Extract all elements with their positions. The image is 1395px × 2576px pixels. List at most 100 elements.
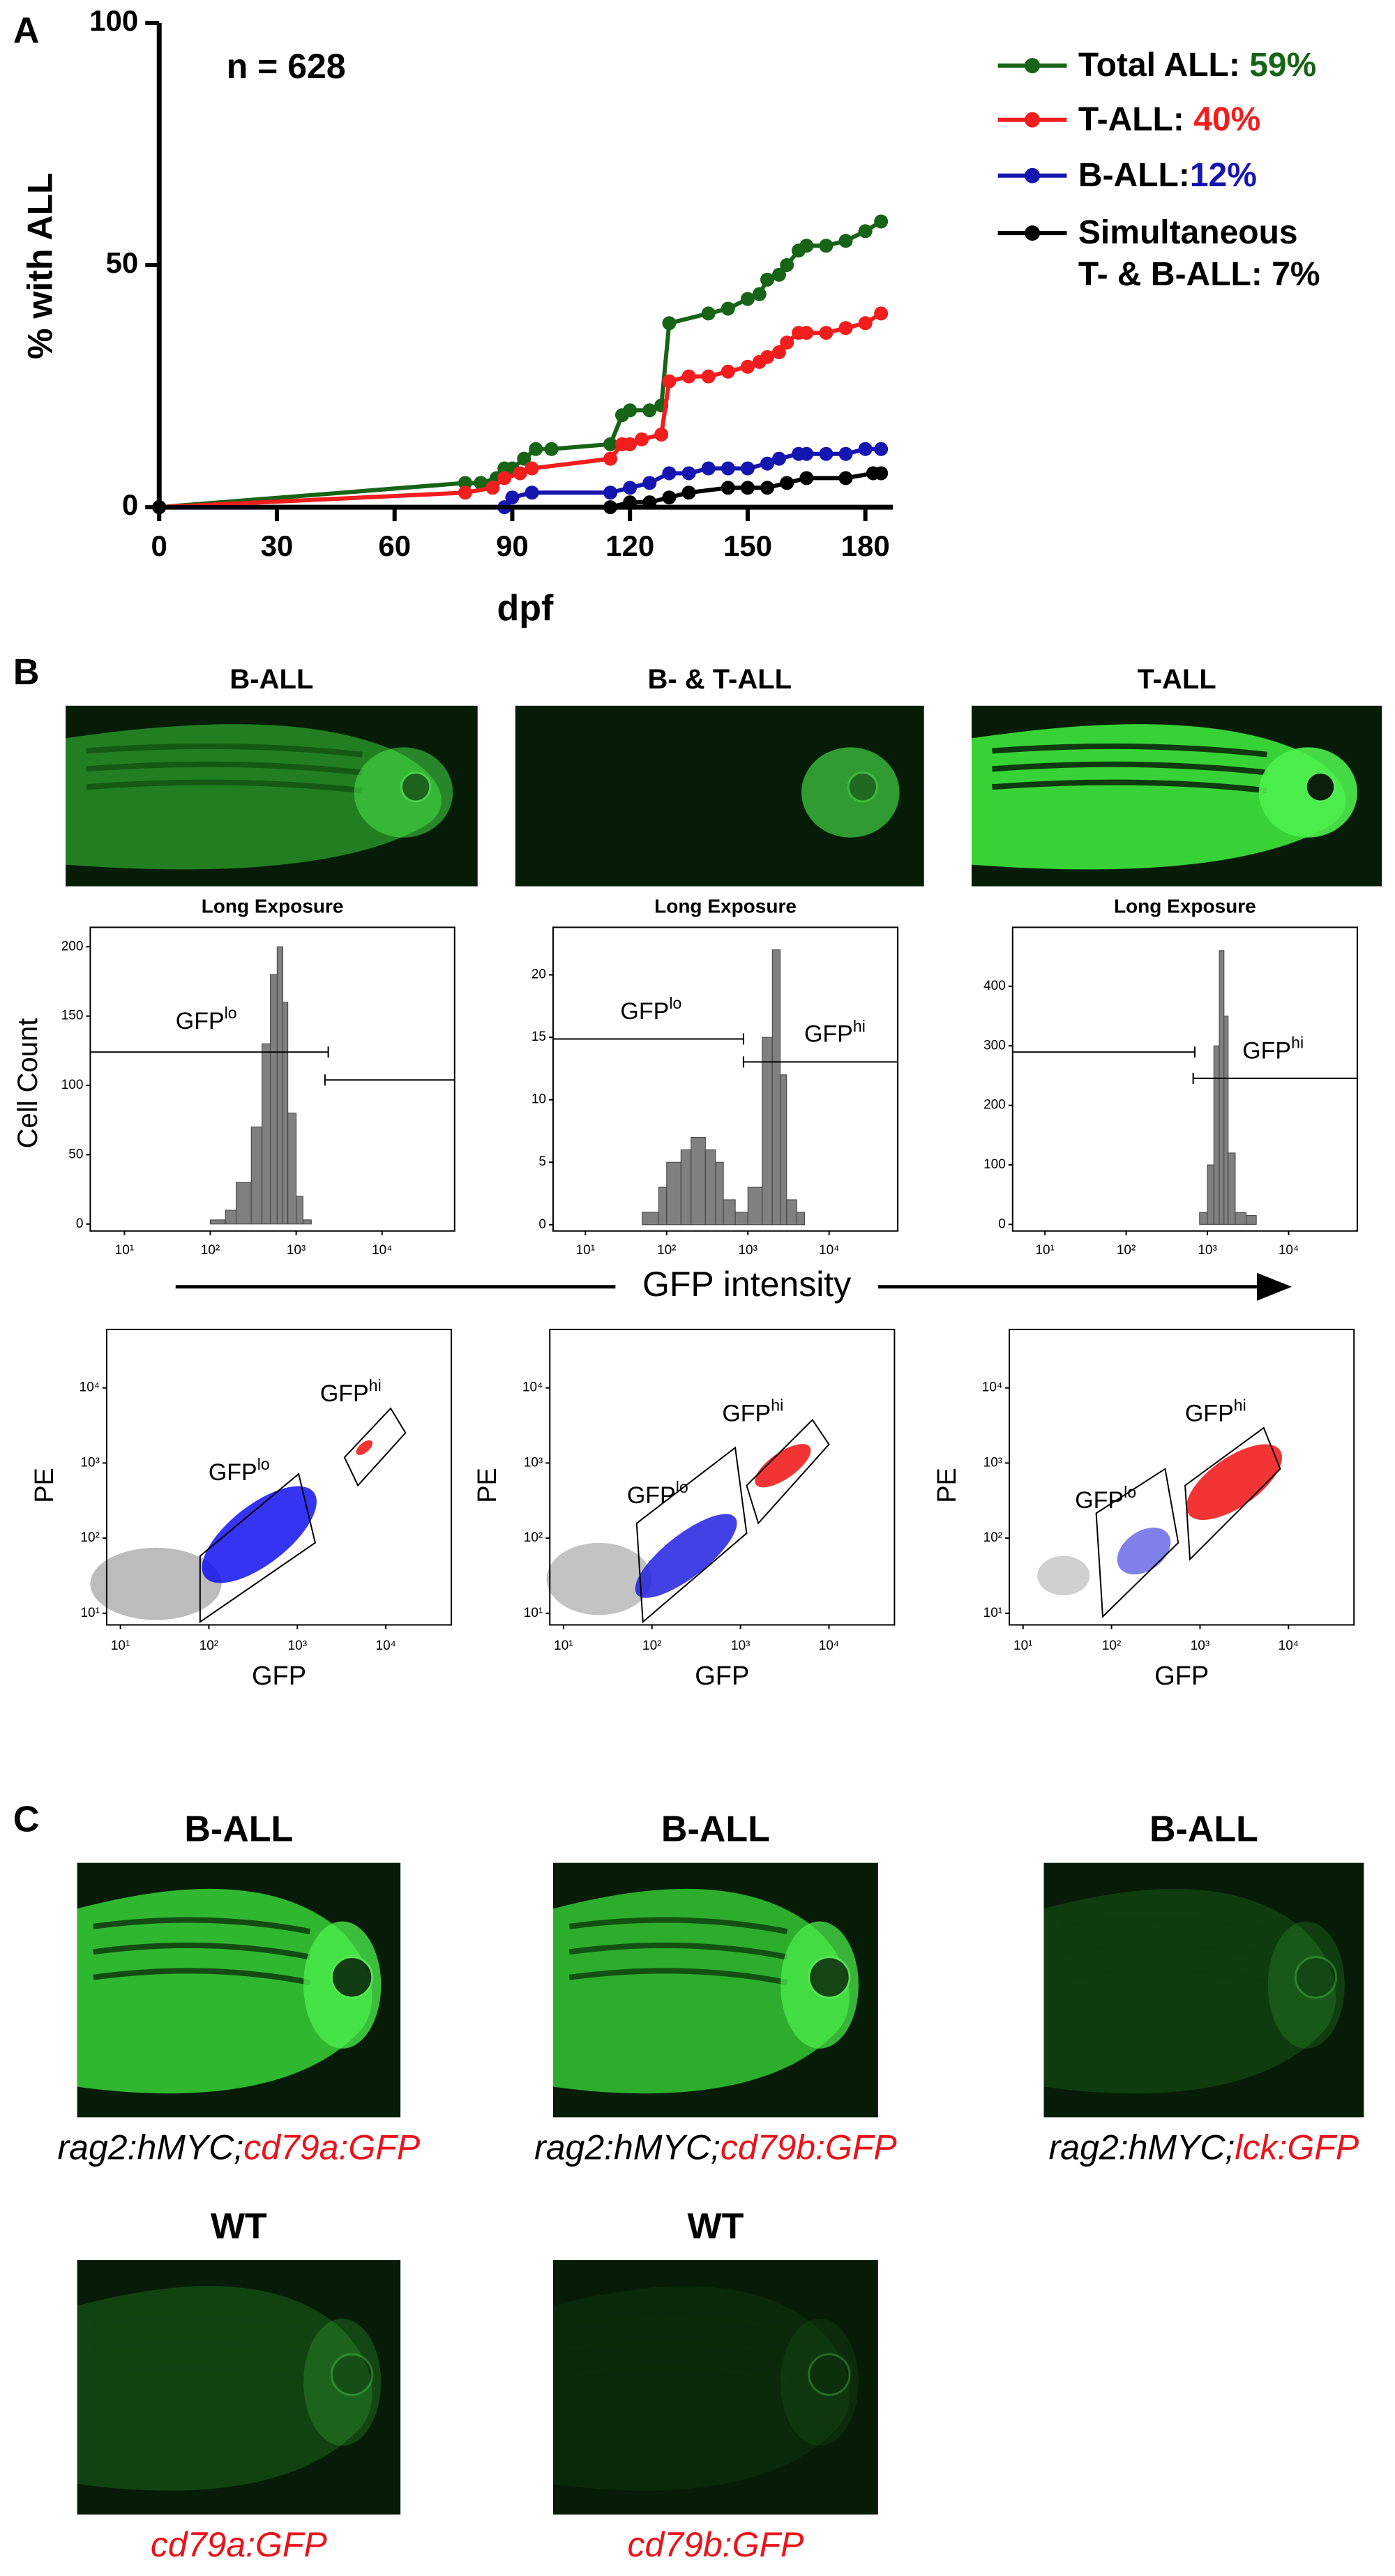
data-point: [838, 234, 853, 248]
legend-marker: [1025, 112, 1041, 128]
x-tick-label: 0: [151, 529, 167, 562]
data-point: [838, 321, 853, 336]
data-point: [874, 442, 889, 456]
data-point: [662, 316, 677, 331]
histogram-bar: [1213, 1045, 1220, 1225]
data-point: [799, 239, 814, 253]
y-tick-label: 15: [531, 1030, 546, 1044]
data-point: [760, 456, 775, 471]
fish-body: [66, 724, 442, 870]
y-tick-label: 0: [76, 1217, 84, 1231]
data-point: [819, 326, 834, 340]
x-tick-label: 10³: [1191, 1639, 1209, 1653]
y-tick-label: 10: [531, 1092, 546, 1107]
y-axis-title: PE: [473, 1468, 502, 1503]
y-tick-label: 200: [61, 939, 84, 954]
legend-value: 40%: [1193, 100, 1261, 138]
data-point: [771, 267, 786, 282]
data-point: [721, 481, 735, 495]
histogram-bar: [296, 1196, 303, 1225]
x-tick-label: 10¹: [111, 1639, 130, 1653]
panel-title: B- & T-ALL: [647, 664, 792, 695]
histogram-bar: [642, 1212, 659, 1226]
gate-label-sup: lo: [257, 1455, 270, 1473]
gate-label-sup: hi: [853, 1017, 866, 1035]
y-tick-label: 10⁴: [522, 1380, 543, 1395]
data-point: [771, 451, 786, 466]
fish-eye: [1304, 771, 1336, 803]
x-tick-label: 60: [378, 529, 411, 562]
gate-label: GFPlo: [1075, 1483, 1136, 1514]
legend-value: 12%: [1189, 156, 1257, 194]
x-tick-label: 30: [261, 529, 294, 562]
panel-label: C: [13, 1800, 40, 1840]
image-title: B-ALL: [1149, 1809, 1258, 1850]
gate-label-sup: lo: [669, 994, 681, 1012]
x-tick-label: 10³: [731, 1639, 750, 1653]
histogram-bar: [1223, 1016, 1229, 1225]
legend-entry: Total ALL: 59%: [1078, 45, 1333, 86]
data-point: [858, 442, 873, 456]
data-point: [780, 336, 794, 350]
data-point: [721, 461, 735, 476]
data-point: [874, 214, 889, 229]
y-tick-label: 20: [531, 967, 546, 982]
data-point: [874, 466, 889, 481]
data-point: [701, 306, 716, 321]
legend-entry: T-ALL: 40%: [1078, 99, 1333, 141]
histogram-bar: [225, 1210, 237, 1225]
event-cloud: [356, 1440, 373, 1455]
image-caption: cd79a:GFP: [151, 2525, 328, 2564]
image-title: B-ALL: [184, 1809, 293, 1850]
fish-head: [801, 747, 900, 838]
histogram-bar: [680, 1149, 692, 1226]
gate-label-base: GFP: [320, 1380, 369, 1407]
panel-label: B: [13, 652, 40, 693]
caption-part: cd79b:GFP: [721, 2128, 898, 2167]
legend-entry: B-ALL:12%: [1078, 155, 1333, 197]
y-tick-label: 10¹: [80, 1606, 99, 1620]
gate-label: GFPlo: [620, 994, 681, 1025]
data-point: [458, 476, 472, 490]
data-point: [799, 471, 814, 485]
gate-label-sup: lo: [1124, 1483, 1136, 1501]
event-cloud: [1186, 1444, 1283, 1520]
y-tick-label: 50: [106, 246, 139, 279]
event-cloud: [546, 1542, 652, 1615]
legend-marker: [1025, 167, 1041, 183]
data-point: [662, 490, 677, 505]
histogram-bar: [250, 1127, 263, 1225]
data-point: [740, 481, 755, 495]
gate: [1184, 1426, 1281, 1561]
plot-frame: [105, 1328, 453, 1626]
data-point: [603, 451, 618, 466]
histogram-bar: [734, 1212, 748, 1226]
gate: [343, 1407, 407, 1487]
fish-body: [1043, 1888, 1336, 2094]
fish-stripe: [568, 2314, 788, 2332]
fish-head: [303, 2318, 382, 2446]
histogram-bar: [704, 1149, 716, 1226]
annotation: n = 628: [227, 47, 346, 86]
gate: [635, 1446, 748, 1624]
histogram-bar: [747, 1187, 763, 1226]
data-point: [681, 466, 696, 481]
legend-value: 59%: [1249, 47, 1317, 84]
y-tick-label: 10²: [524, 1530, 543, 1545]
fish-image: [77, 2260, 401, 2515]
histogram-bar: [786, 1199, 797, 1226]
panel-label: A: [13, 10, 40, 51]
x-tick-label: 10³: [1198, 1243, 1216, 1258]
legend-entry: Simultaneous T- & B-ALL: 7%: [1078, 212, 1333, 296]
legend-label: B-ALL:: [1078, 156, 1190, 194]
gate-label: GFPlo: [209, 1455, 270, 1486]
data-point: [838, 471, 853, 485]
panel-title: T-ALL: [1137, 664, 1216, 695]
image-background: [1043, 1862, 1364, 2118]
histogram-bar: [762, 1037, 773, 1226]
histogram-bar: [287, 1113, 297, 1225]
data-point: [760, 481, 775, 495]
y-tick-label: 10³: [80, 1455, 99, 1470]
histogram-bar: [1219, 950, 1225, 1225]
histogram-bar: [1207, 1164, 1214, 1225]
